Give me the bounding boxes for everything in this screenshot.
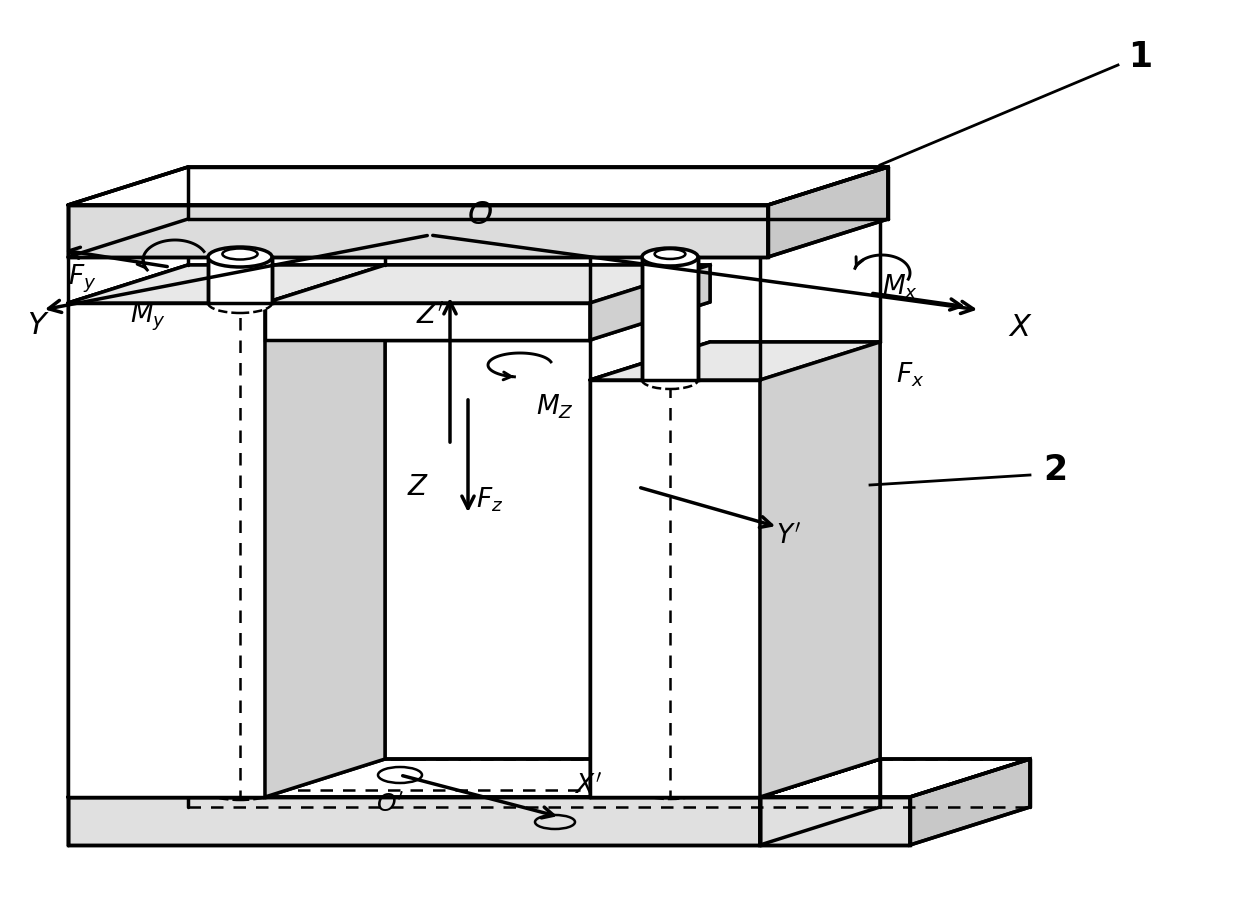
Text: $Y'$: $Y'$ [775,524,801,550]
Polygon shape [760,342,880,797]
Polygon shape [590,265,711,340]
Ellipse shape [208,247,272,267]
Polygon shape [68,797,760,845]
Text: $X'$: $X'$ [574,774,601,800]
Polygon shape [760,759,880,845]
Ellipse shape [222,249,258,260]
Polygon shape [68,759,880,797]
Polygon shape [265,303,590,340]
Ellipse shape [208,293,272,313]
Text: $F_x$: $F_x$ [895,361,924,389]
Ellipse shape [642,371,698,389]
Ellipse shape [655,249,686,259]
Polygon shape [910,759,1030,845]
Polygon shape [68,265,384,303]
Text: $F_z$: $F_z$ [476,486,503,514]
Text: $M_y$: $M_y$ [130,300,166,333]
Polygon shape [265,265,384,797]
Polygon shape [68,303,265,797]
Polygon shape [208,257,272,303]
Polygon shape [68,205,768,257]
Text: $O$: $O$ [467,199,494,231]
Polygon shape [642,257,698,380]
Polygon shape [68,167,888,205]
Text: $O'$: $O'$ [376,793,404,817]
Text: 2: 2 [1043,453,1068,487]
Text: 1: 1 [1128,40,1152,74]
Text: $F_y$: $F_y$ [68,262,97,295]
Text: $M_Z$: $M_Z$ [536,393,574,421]
Polygon shape [760,759,1030,797]
Text: $Y$: $Y$ [27,310,50,339]
Text: $X$: $X$ [1008,312,1033,341]
Text: $Z'$: $Z'$ [415,301,444,329]
Polygon shape [590,342,880,380]
Polygon shape [265,265,711,303]
Polygon shape [760,797,910,845]
Polygon shape [768,167,888,257]
Ellipse shape [642,248,698,266]
Polygon shape [590,380,760,797]
Text: $M_x$: $M_x$ [882,272,918,301]
Text: $Z$: $Z$ [407,473,429,501]
